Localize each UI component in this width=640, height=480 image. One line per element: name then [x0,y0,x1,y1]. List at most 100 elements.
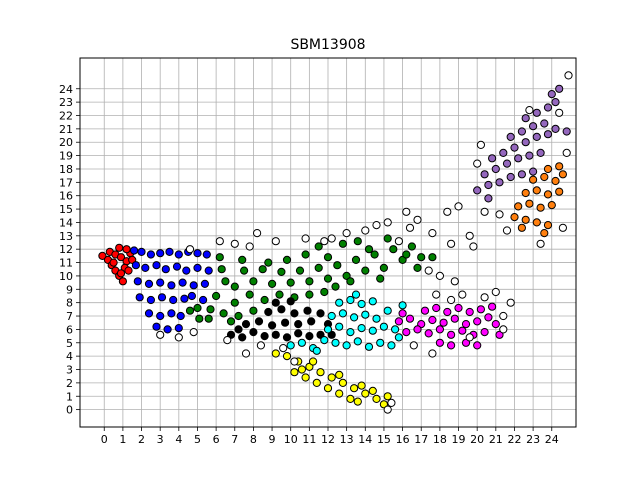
point-orange [551,176,560,186]
point-cyan [357,324,366,333]
point-yellow [282,352,292,361]
point-green [314,263,323,272]
point-cyan [297,338,306,347]
point-blue [193,263,202,272]
point-green [305,290,314,299]
point-cyan [331,338,340,347]
point-green [364,245,374,254]
point-purple [484,180,493,190]
point-unassigned [156,330,165,339]
point-black [254,317,264,326]
point-green [245,290,254,299]
point-yellow [350,384,359,393]
point-blue [176,311,185,321]
point-purple [536,148,545,157]
point-purple [514,154,523,163]
point-green [193,303,202,313]
point-unassigned [409,341,418,350]
point-green [301,250,310,259]
point-unassigned [301,234,310,243]
point-green [249,277,258,286]
point-green [230,298,239,307]
point-yellow [335,389,344,398]
point-magenta [465,307,474,317]
point-green [342,271,351,280]
point-cyan [376,338,385,347]
point-purple [555,84,564,93]
point-black [260,332,269,341]
point-red [122,245,131,254]
point-unassigned [476,140,485,149]
point-green [389,245,398,254]
point-unassigned [458,290,467,299]
point-blue [187,291,196,301]
point-black [277,305,286,314]
point-red [116,269,126,278]
point-blue [156,278,165,287]
point-unassigned [413,215,422,224]
point-unassigned [473,159,482,168]
point-green [407,242,416,251]
point-unassigned [443,207,452,216]
point-yellow [316,368,325,377]
point-blue [178,278,187,287]
point-yellow [290,368,299,377]
point-unassigned [383,405,392,414]
point-orange [532,186,541,195]
point-blue [172,262,182,271]
point-magenta [405,314,415,323]
point-green [258,265,267,274]
point-cyan [357,299,366,309]
point-unassigned [361,226,370,235]
point-yellow [368,386,377,395]
point-unassigned [495,210,504,219]
point-blue [137,247,146,256]
point-black [294,329,303,338]
point-black [303,306,312,315]
point-purple [532,132,541,141]
point-magenta [480,328,489,337]
point-green [413,263,422,272]
point-blue [180,294,189,303]
point-cyan [335,298,344,307]
point-black [290,309,299,318]
y-tick-label: 24 [59,83,73,96]
point-blue [189,281,198,290]
point-blue [163,325,172,334]
point-red [118,277,128,286]
x-tick-label: 9 [269,433,276,446]
point-cyan [346,295,355,305]
x-tick-label: 6 [213,433,220,446]
point-green [221,277,230,286]
x-tick-label: 2 [138,433,145,446]
x-tick-label: 19 [452,433,466,446]
point-orange [514,202,523,211]
point-magenta [476,305,485,314]
point-unassigned [432,290,441,299]
point-orange [540,172,549,182]
point-purple [480,170,489,179]
point-orange [517,223,527,232]
point-yellow [372,394,381,403]
point-green [286,278,295,287]
point-orange [543,190,553,199]
y-tick-label: 5 [66,337,73,350]
y-tick-label: 6 [66,323,73,336]
point-green [268,279,277,288]
point-green [370,250,379,259]
x-tick-label: 7 [231,433,238,446]
point-red [109,258,118,267]
point-blue [169,295,178,305]
point-green [230,282,239,291]
point-green [217,265,226,274]
point-orange [558,170,568,179]
point-cyan [323,325,333,334]
point-orange [532,218,541,227]
point-green [417,253,426,262]
point-unassigned [465,231,474,240]
y-tick-label: 22 [59,109,73,122]
y-tick-label: 1 [66,390,73,403]
point-yellow [271,349,280,358]
point-blue [174,250,183,259]
